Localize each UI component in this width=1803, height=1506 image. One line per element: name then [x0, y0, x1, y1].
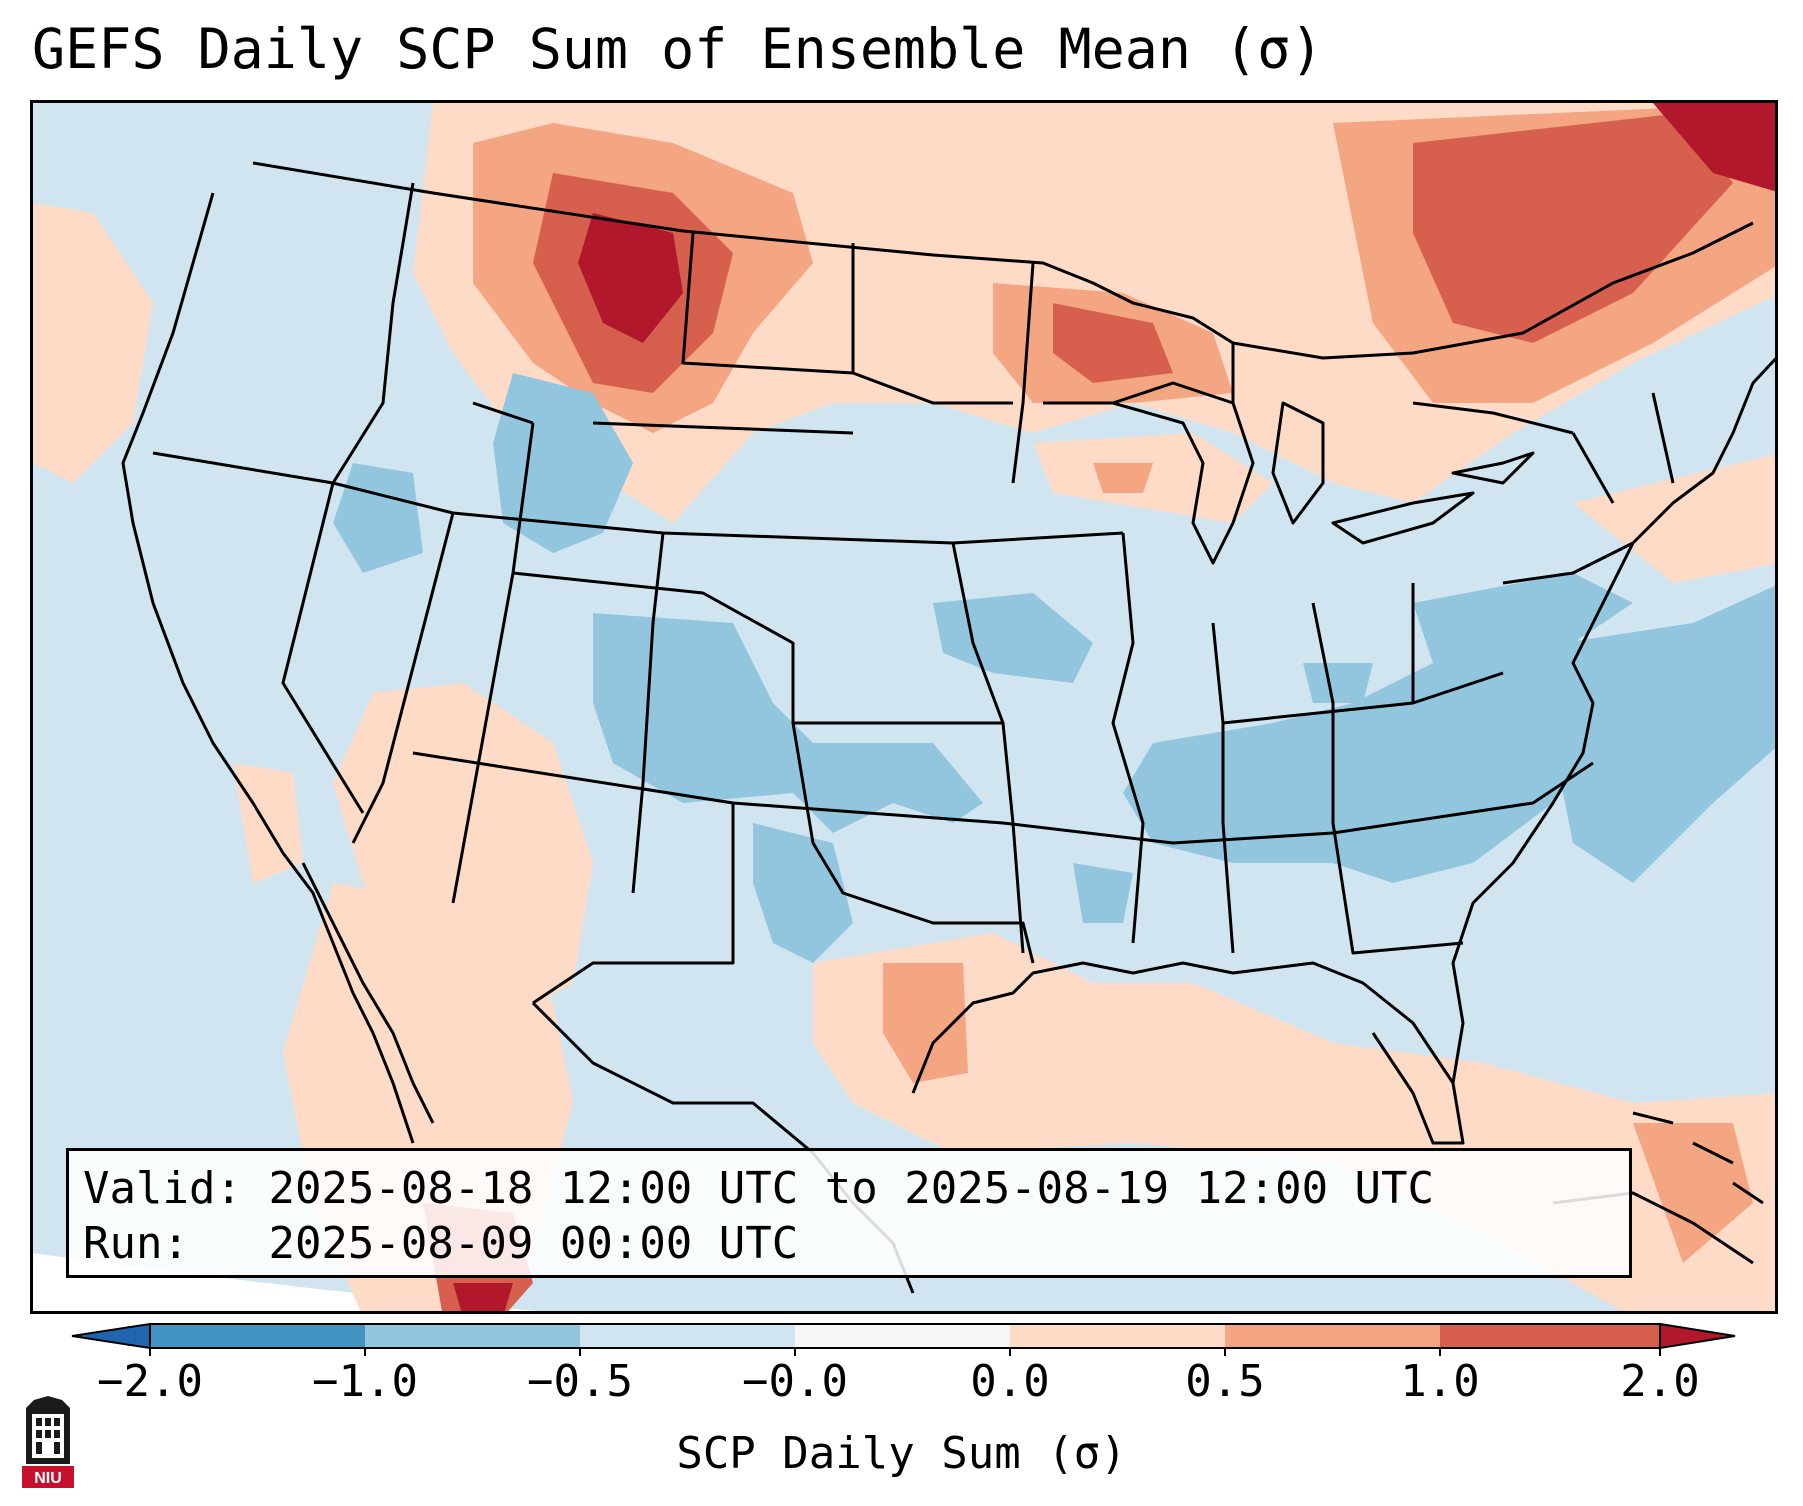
anomaly-negative	[333, 373, 1775, 963]
anomaly-positive-north	[413, 103, 1775, 523]
colorbar-tick-label: −0.5	[527, 1356, 633, 1407]
colorbar-segment	[365, 1324, 580, 1348]
niu-logo-icon: NIU	[22, 1396, 74, 1488]
colorbar-tick-label: 2.0	[1620, 1356, 1700, 1407]
logo-text: NIU	[34, 1470, 62, 1487]
colorbar-segment	[795, 1324, 1010, 1348]
colorbar-tick-label: −2.0	[97, 1356, 203, 1407]
colorbar-segment	[580, 1324, 795, 1348]
colorbar-segment	[1225, 1324, 1440, 1348]
colorbar-tick-label: −0.0	[742, 1356, 848, 1407]
chart-title: GEFS Daily SCP Sum of Ensemble Mean (σ)	[32, 17, 1324, 81]
colorbar-tick-label: 0.0	[970, 1356, 1050, 1407]
valid-label: Valid:	[83, 1163, 242, 1214]
valid-value: 2025-08-18 12:00 UTC to 2025-08-19 12:00…	[268, 1163, 1435, 1214]
boundaries	[121, 161, 1775, 1294]
run-label: Run:	[83, 1218, 189, 1269]
colorbar-label: SCP Daily Sum (σ)	[676, 1428, 1127, 1479]
map-canvas	[33, 103, 1775, 1311]
colorbar-extend-high	[1659, 1322, 1736, 1350]
colorbar-segment	[1440, 1324, 1660, 1348]
colorbar-tick-label: 0.5	[1185, 1356, 1265, 1407]
colorbar-segment	[150, 1324, 365, 1348]
map-panel	[30, 100, 1778, 1314]
run-value: 2025-08-09 00:00 UTC	[268, 1218, 799, 1269]
colorbar-tick-label: −1.0	[312, 1356, 418, 1407]
colorbar	[71, 1322, 1736, 1356]
colorbar-tick-label: 1.0	[1400, 1356, 1480, 1407]
colorbar-segment	[1010, 1324, 1225, 1348]
colorbar-extend-low	[71, 1322, 151, 1350]
valid-run-box: Valid: 2025-08-18 12:00 UTC to 2025-08-1…	[66, 1148, 1632, 1278]
